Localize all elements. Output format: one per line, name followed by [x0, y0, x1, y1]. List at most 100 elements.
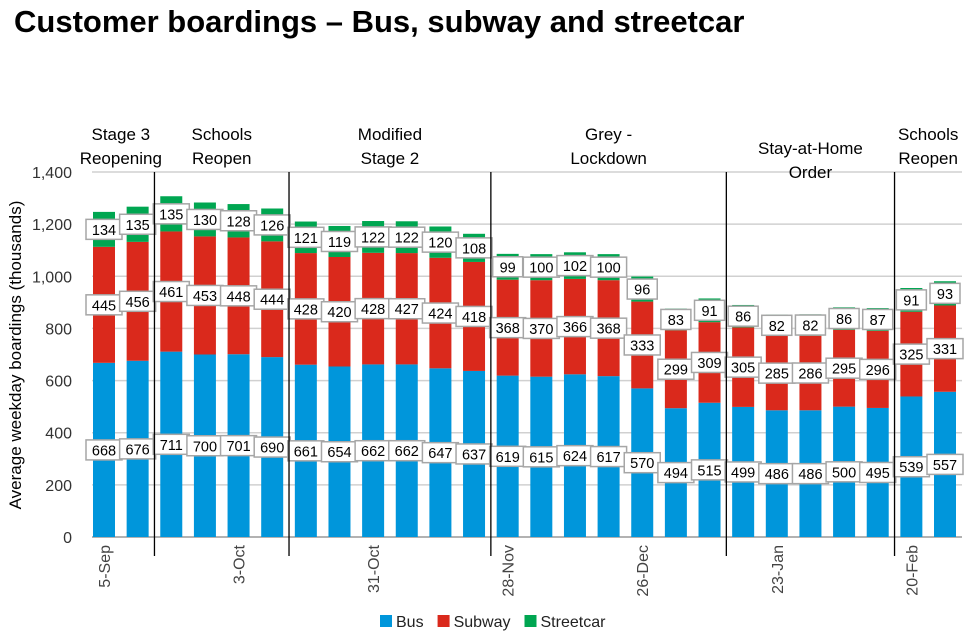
data-label: 368: [596, 322, 620, 338]
data-label: 295: [832, 362, 856, 378]
data-label: 428: [294, 302, 318, 318]
data-label: 126: [260, 218, 284, 234]
data-label: 418: [462, 310, 486, 326]
data-label: 299: [664, 363, 688, 379]
data-label-box: [623, 334, 661, 356]
x-tick-label: 20-Feb: [904, 545, 921, 596]
data-label-box: [828, 307, 860, 330]
y-tick-label: 1,200: [32, 217, 72, 234]
data-label: 305: [731, 361, 755, 377]
data-label: 99: [500, 260, 516, 276]
phase-label: Schools: [898, 125, 958, 144]
data-label: 570: [630, 456, 654, 472]
data-label: 500: [832, 465, 856, 481]
data-label: 91: [701, 304, 717, 320]
chart-title: Customer boardings – Bus, subway and str…: [14, 4, 745, 39]
phase-label: Lockdown: [570, 149, 647, 168]
data-label: 486: [765, 467, 789, 483]
data-label: 130: [193, 213, 217, 229]
data-label-box: [929, 282, 961, 305]
data-label: 82: [802, 319, 818, 335]
data-label: 296: [866, 363, 890, 379]
data-label: 453: [193, 289, 217, 305]
phase-label: Grey -: [585, 125, 632, 144]
data-label-box: [589, 317, 628, 339]
data-label: 121: [294, 231, 318, 247]
data-label: 617: [596, 450, 620, 466]
data-label: 119: [328, 235, 351, 251]
data-label-box: [660, 308, 692, 331]
data-label-box: [858, 358, 897, 381]
x-tick-label: 23-Jan: [770, 545, 787, 594]
data-label-box: [455, 237, 493, 259]
data-label: 83: [668, 313, 684, 329]
legend-entry: Streetcar: [541, 614, 607, 631]
data-label: 668: [92, 443, 116, 459]
data-label: 456: [126, 295, 150, 311]
data-label: 86: [836, 312, 852, 328]
x-tick-label: 31-Oct: [366, 544, 383, 593]
legend-swatch-bus: [380, 615, 392, 627]
data-label-box: [895, 289, 928, 311]
data-label: 499: [731, 465, 755, 481]
data-label: 428: [361, 302, 385, 318]
data-label: 448: [226, 289, 250, 305]
data-label: 654: [327, 445, 351, 461]
data-label: 711: [160, 438, 183, 454]
data-label-box: [861, 308, 894, 331]
x-tick-label: 26-Dec: [635, 545, 652, 597]
phase-label: Schools: [191, 125, 251, 144]
data-label-box: [794, 314, 827, 336]
data-label: 370: [529, 322, 553, 338]
data-label: 91: [903, 293, 919, 309]
legend-swatch-subway: [437, 615, 450, 627]
data-label: 557: [933, 458, 957, 474]
legend-swatch-streetcar: [524, 615, 537, 627]
data-label: 128: [226, 214, 250, 230]
data-label: 700: [193, 439, 217, 455]
data-label-box: [727, 305, 759, 327]
data-label: 676: [126, 442, 150, 458]
data-label: 120: [428, 236, 452, 252]
phase-label: Order: [789, 163, 833, 182]
data-label: 96: [634, 283, 650, 299]
data-label: 615: [529, 450, 553, 466]
data-label: 515: [697, 463, 721, 479]
data-label: 100: [529, 261, 553, 277]
data-label: 134: [92, 223, 116, 239]
data-label: 82: [769, 319, 785, 335]
y-tick-label: 800: [45, 321, 72, 338]
legend-entry: Bus: [396, 614, 424, 631]
data-label: 461: [159, 285, 183, 301]
data-label-box: [253, 214, 291, 236]
data-label: 690: [260, 441, 284, 457]
y-tick-label: 1,000: [32, 269, 72, 286]
data-label: 662: [361, 444, 385, 460]
data-label: 662: [395, 444, 419, 460]
data-label: 624: [563, 449, 587, 465]
x-tick-label: 3-Oct: [232, 544, 249, 584]
phase-label: Stay-at-Home: [758, 139, 863, 158]
phase-label: Reopen: [898, 149, 958, 168]
y-tick-label: 400: [45, 426, 72, 443]
data-label: 87: [870, 313, 886, 329]
data-label: 331: [933, 342, 957, 358]
data-label: 122: [395, 231, 419, 247]
y-tick-label: 1,400: [32, 165, 72, 182]
phase-label: Stage 2: [361, 149, 420, 168]
data-label: 494: [664, 466, 688, 482]
data-label-box: [926, 337, 964, 360]
data-label: 366: [563, 320, 587, 336]
y-tick-label: 200: [45, 478, 72, 495]
data-label: 368: [496, 321, 520, 337]
data-label-box: [589, 256, 628, 278]
data-label: 122: [361, 230, 385, 246]
data-label: 135: [126, 218, 150, 234]
data-label-box: [626, 278, 658, 300]
y-tick-label: 0: [63, 530, 72, 547]
data-label-box: [926, 453, 964, 476]
phase-label: Reopening: [80, 149, 162, 168]
legend-entry: Subway: [454, 614, 511, 631]
data-label: 661: [294, 444, 318, 460]
data-label: 86: [735, 310, 751, 326]
